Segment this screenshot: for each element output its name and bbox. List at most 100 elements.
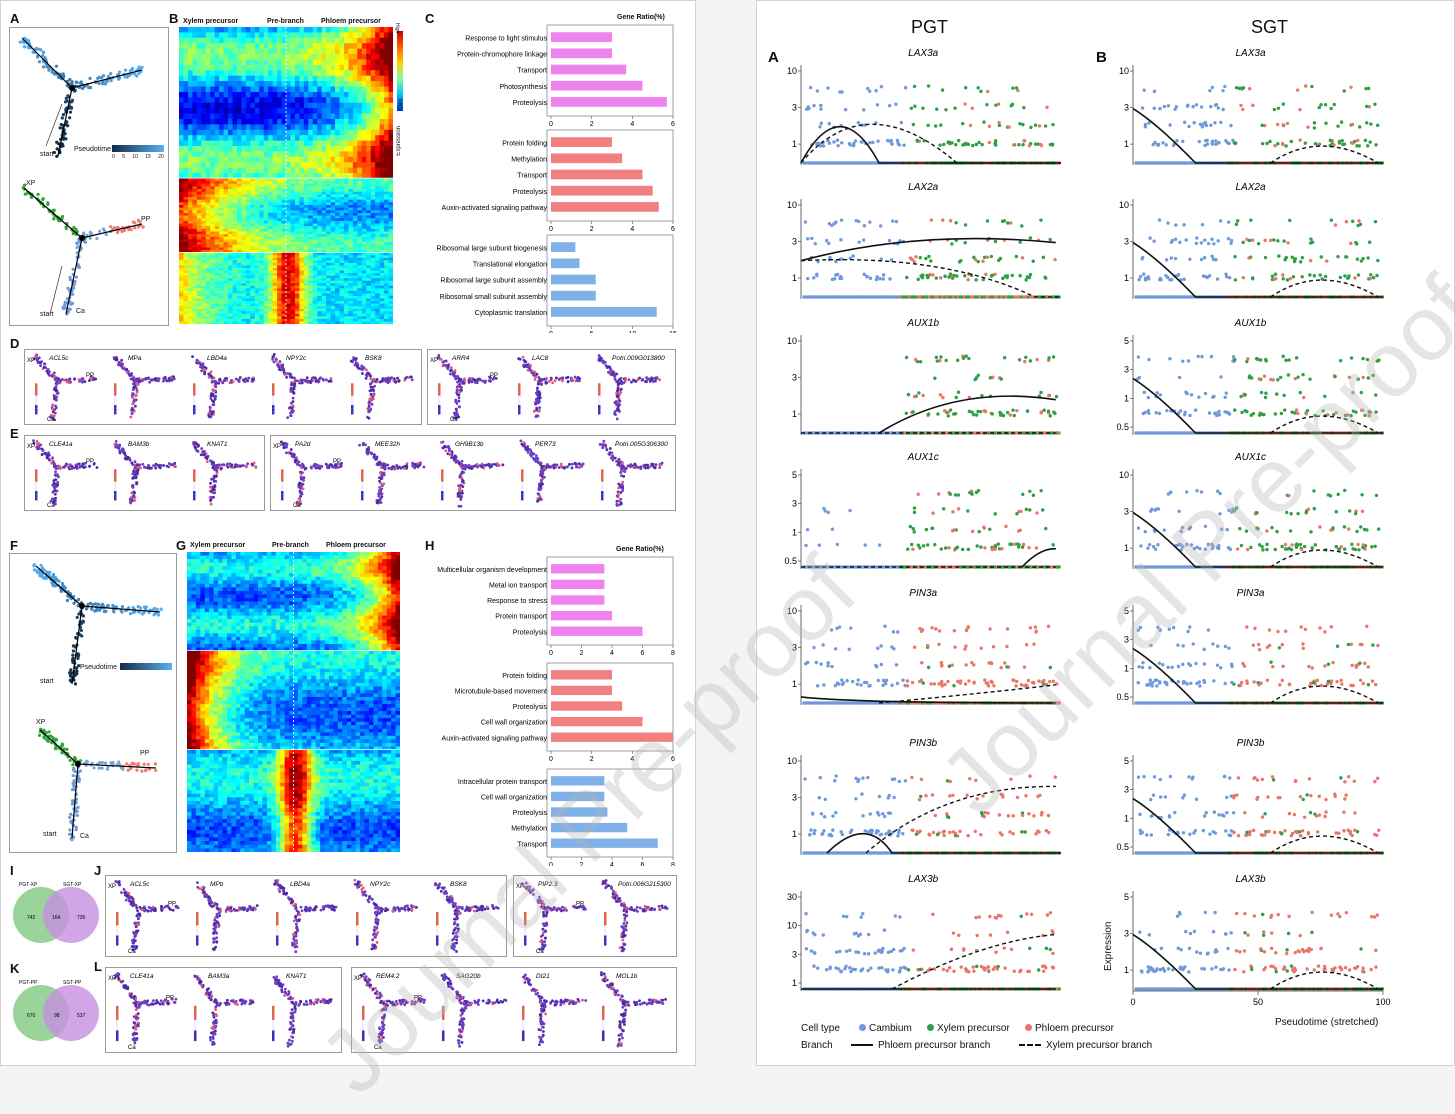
heatmap-cell <box>224 49 229 55</box>
colorbar-high: High <box>394 23 400 33</box>
heatmap-cell <box>366 162 371 168</box>
heatmap-cell <box>348 76 353 82</box>
heatmap-cell <box>313 81 318 87</box>
heatmap-cell <box>322 119 327 125</box>
heatmap-cell <box>340 168 345 174</box>
trajectory-point <box>53 72 56 75</box>
heatmap-cell <box>362 108 367 114</box>
heatmap-cell <box>322 43 327 49</box>
go-term-label: Ribosomal large subunit biogenesis <box>436 245 547 252</box>
label-A: A <box>10 11 19 26</box>
heatmap-cell <box>215 92 220 98</box>
heatmap-cell <box>277 87 282 93</box>
heatmap-cell <box>362 59 367 65</box>
heatmap-cell <box>246 151 251 157</box>
feature-point <box>155 379 158 382</box>
heatmap-cell <box>380 103 385 109</box>
heatmap-cell <box>290 92 295 98</box>
heatmap-cell <box>206 146 211 152</box>
heatmap-cell <box>233 114 238 120</box>
heatmap-cell <box>366 65 371 71</box>
heatmap-cell <box>273 97 278 103</box>
heatmap-cell <box>317 49 322 55</box>
trajectory-point <box>132 220 135 223</box>
heatmap-cell <box>322 108 327 114</box>
heatmap-cell <box>389 27 393 33</box>
heatmap-cell <box>299 27 304 33</box>
heatmap-cell <box>210 70 215 76</box>
heatmap-cell <box>304 81 309 87</box>
heatmap-cell <box>380 135 385 141</box>
feature-point <box>63 379 66 382</box>
heatmap-cell <box>206 135 211 141</box>
feature-colorbar-seg <box>193 408 196 411</box>
heatmap-cell <box>384 162 389 168</box>
heatmap-cell <box>389 119 393 125</box>
heatmap-cell <box>192 321 197 324</box>
feature-point <box>235 378 238 381</box>
trajectory-point <box>66 287 69 290</box>
heatmap-cell <box>268 32 273 38</box>
heatmap-cell <box>215 130 220 136</box>
go-bars-C: Response to light stimulusProtein-chromo… <box>401 21 691 333</box>
heatmap-cell <box>215 108 220 114</box>
heatmap-cell <box>371 157 376 163</box>
feature-point <box>221 381 224 384</box>
heatmap-cell <box>277 54 282 60</box>
heatmap-cell <box>322 76 327 82</box>
heatmap-cell <box>326 70 331 76</box>
feature-point <box>55 399 58 402</box>
feature-colorbar-seg <box>35 411 38 414</box>
heatmap-cell <box>331 32 336 38</box>
heatmap-cell <box>304 38 309 44</box>
heatmap-cell <box>362 27 367 33</box>
heatmap-cell <box>375 59 380 65</box>
heatmap-cell <box>183 135 188 141</box>
heatmap-cell <box>215 168 220 174</box>
heatmap-cell <box>326 59 331 65</box>
heatmap-cell <box>380 43 385 49</box>
heatmap-cell <box>389 43 393 49</box>
heatmap-cell <box>264 168 269 174</box>
heatmap-cell <box>233 97 238 103</box>
heatmap-cell <box>219 38 224 44</box>
heatmap-cell <box>215 97 220 103</box>
heatmap-cell <box>192 59 197 65</box>
heatmap-cell <box>215 146 220 152</box>
heatmap-cell <box>219 141 224 147</box>
heatmap-cell <box>380 124 385 130</box>
heatmap-cell <box>348 70 353 76</box>
trajectory-point <box>82 231 85 234</box>
heatmap-cell <box>335 130 340 136</box>
heatmap-cell <box>215 81 220 87</box>
heatmap-cell <box>255 146 260 152</box>
heatmap-cell <box>380 130 385 136</box>
go-bar <box>551 202 659 212</box>
heatmap-cell <box>340 130 345 136</box>
heatmap-cell <box>233 81 238 87</box>
heatmap-cell <box>304 135 309 141</box>
heatmap-cell <box>317 38 322 44</box>
heatmap-cell <box>192 49 197 55</box>
heatmap-cell <box>233 119 238 125</box>
feature-point <box>210 370 213 373</box>
heatmap-cell <box>188 151 193 157</box>
heatmap-cell <box>273 54 278 60</box>
heatmap-cell <box>183 59 188 65</box>
heatmap-cell <box>335 32 340 38</box>
heatmap-cell <box>268 162 273 168</box>
feature-point <box>120 363 123 366</box>
heatmap-cell <box>224 103 229 109</box>
heatmap-cell <box>206 59 211 65</box>
heatmap-cell <box>313 124 318 130</box>
heatmap-cell <box>268 54 273 60</box>
heatmap-cell <box>206 70 211 76</box>
heatmap-cell <box>201 92 206 98</box>
feature-point <box>196 359 199 362</box>
trajectory-point <box>65 227 68 230</box>
heatmap-cell <box>259 168 264 174</box>
feature-point <box>122 367 125 370</box>
heatmap-cell <box>237 70 242 76</box>
heatmap-cell <box>192 146 197 152</box>
heatmap-cell <box>344 81 349 87</box>
